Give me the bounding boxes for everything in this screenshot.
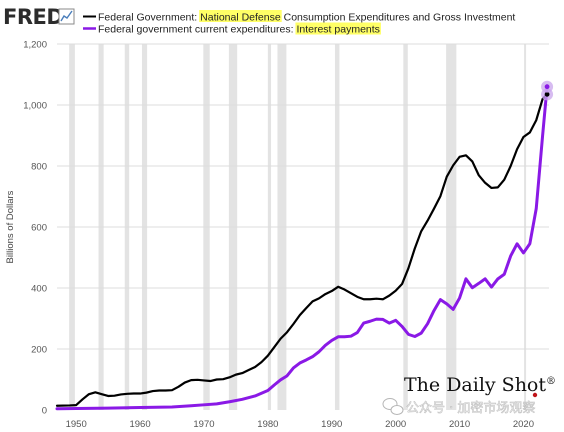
x-tick-label: 2020 — [513, 419, 534, 430]
daily-shot-dot — [532, 392, 538, 398]
legend-label-interest: Federal government current expenditures:… — [98, 24, 380, 36]
y-tick-label: 1,000 — [23, 101, 47, 112]
x-tick-label: 1990 — [321, 419, 342, 430]
social-watermark-text: 公众号 · 加密市场观察 — [406, 400, 535, 416]
x-tick-label: 2010 — [449, 419, 470, 430]
fred-logo: FRED — [3, 5, 63, 29]
x-tick-label: 1960 — [129, 419, 150, 430]
y-tick-label: 1,200 — [23, 40, 47, 51]
legend-label-defense: Federal Government: National Defense Con… — [98, 12, 515, 24]
y-axis: 0 200 400 600 800 1,000 1,200 — [23, 40, 47, 417]
legend: Federal Government: National Defense Con… — [83, 10, 515, 36]
y-tick-label: 800 — [31, 162, 47, 173]
y-tick-label: 400 — [31, 284, 47, 295]
endpoint-marker-interest — [544, 84, 550, 90]
social-watermark: 公众号 · 加密市场观察 — [382, 398, 536, 416]
series-line-interest — [55, 85, 549, 411]
x-axis: 1950 1960 1970 1980 1990 2000 2010 2020 — [66, 419, 534, 430]
line-chart-icon — [58, 8, 75, 25]
legend-highlight-defense — [199, 10, 282, 22]
daily-shot-watermark: The Daily Shot® — [404, 374, 556, 398]
header: FRED Federal Government: National Defens… — [3, 5, 515, 36]
x-tick-label: 2000 — [385, 419, 406, 430]
x-tick-label: 1980 — [257, 419, 278, 430]
endpoint-markers — [541, 80, 554, 101]
y-tick-label: 0 — [42, 406, 47, 417]
wechat-icon — [382, 398, 404, 415]
series — [55, 85, 549, 411]
x-tick-label: 1970 — [193, 419, 214, 430]
legend-item-defense: Federal Government: National Defense Con… — [83, 10, 515, 24]
y-axis-label: Billions of Dollars — [5, 190, 16, 263]
endpoint-marker-defense — [544, 91, 550, 97]
daily-shot-text: The Daily Shot® — [404, 374, 556, 396]
grid — [57, 43, 549, 350]
series-line-defense — [55, 93, 549, 407]
legend-item-interest: Federal government current expenditures:… — [83, 22, 381, 36]
x-tick-label: 1950 — [66, 419, 87, 430]
y-tick-label: 600 — [31, 223, 47, 234]
legend-highlight-interest — [295, 22, 381, 35]
y-tick-label: 200 — [31, 345, 47, 356]
